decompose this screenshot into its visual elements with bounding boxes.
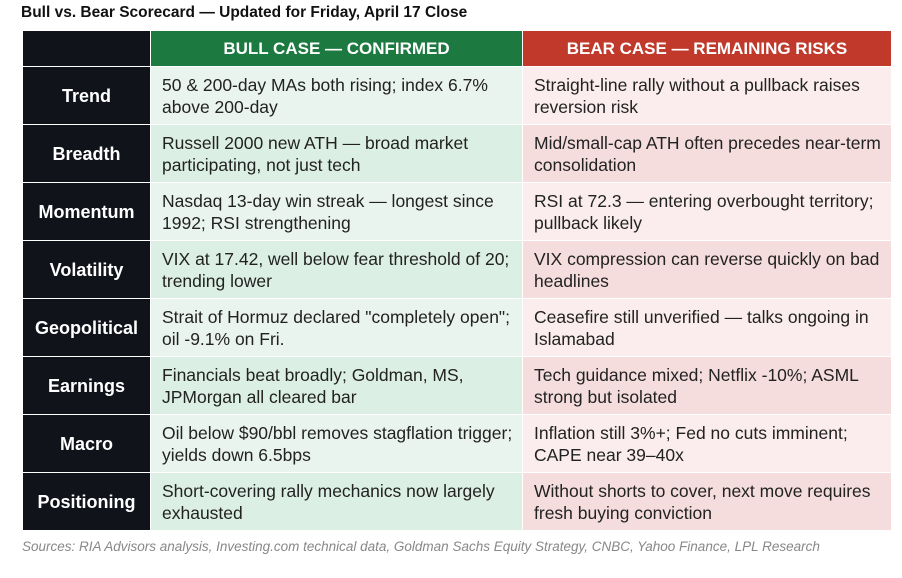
bear-cell: Without shorts to cover, next move requi… <box>522 472 892 531</box>
bull-cell: Russell 2000 new ATH — broad market part… <box>150 124 523 183</box>
table-row: Trend 50 & 200-day MAs both rising; index… <box>22 66 892 125</box>
bull-cell: Short-covering rally mechanics now large… <box>150 472 523 531</box>
bear-cell: Straight-line rally without a pullback r… <box>522 66 892 125</box>
row-label: Earnings <box>22 356 151 415</box>
table-row: Volatility VIX at 17.42, well below fear … <box>22 240 892 299</box>
row-label: Geopolitical <box>22 298 151 357</box>
row-label: Trend <box>22 66 151 125</box>
row-label: Macro <box>22 414 151 473</box>
table-row: Positioning Short-covering rally mechanic… <box>22 472 892 531</box>
bull-cell: VIX at 17.42, well below fear threshold … <box>150 240 523 299</box>
corner-header <box>22 30 151 67</box>
table-row: Breadth Russell 2000 new ATH — broad mark… <box>22 124 892 183</box>
header-row: BULL CASE — CONFIRMED BEAR CASE — REMAIN… <box>22 30 892 67</box>
row-label: Positioning <box>22 472 151 531</box>
bear-cell: Ceasefire still unverified — talks ongoi… <box>522 298 892 357</box>
bull-cell: Strait of Hormuz declared "completely op… <box>150 298 523 357</box>
bull-cell: Nasdaq 13-day win streak — longest since… <box>150 182 523 241</box>
bear-case-header: BEAR CASE — REMAINING RISKS <box>522 30 892 67</box>
table-row: Momentum Nasdaq 13-day win streak — longe… <box>22 182 892 241</box>
bear-cell: Tech guidance mixed; Netflix -10%; ASML … <box>522 356 892 415</box>
row-label: Breadth <box>22 124 151 183</box>
table-row: Earnings Financials beat broadly; Goldman… <box>22 356 892 415</box>
bull-cell: Financials beat broadly; Goldman, MS, JP… <box>150 356 523 415</box>
row-label: Momentum <box>22 182 151 241</box>
page-title: Bull vs. Bear Scorecard — Updated for Fr… <box>21 4 468 21</box>
bear-cell: Inflation still 3%+; Fed no cuts imminen… <box>522 414 892 473</box>
bear-cell: VIX compression can reverse quickly on b… <box>522 240 892 299</box>
sources-note: Sources: RIA Advisors analysis, Investin… <box>22 539 820 554</box>
bull-case-header: BULL CASE — CONFIRMED <box>150 30 523 67</box>
bull-cell: 50 & 200-day MAs both rising; index 6.7%… <box>150 66 523 125</box>
row-label: Volatility <box>22 240 151 299</box>
bull-cell: Oil below $90/bbl removes stagflation tr… <box>150 414 523 473</box>
bear-cell: RSI at 72.3 — entering overbought territ… <box>522 182 892 241</box>
bear-cell: Mid/small-cap ATH often precedes near-te… <box>522 124 892 183</box>
table-row: Macro Oil below $90/bbl removes stagflati… <box>22 414 892 473</box>
scorecard-table: BULL CASE — CONFIRMED BEAR CASE — REMAIN… <box>22 30 892 531</box>
table-row: Geopolitical Strait of Hormuz declared "c… <box>22 298 892 357</box>
